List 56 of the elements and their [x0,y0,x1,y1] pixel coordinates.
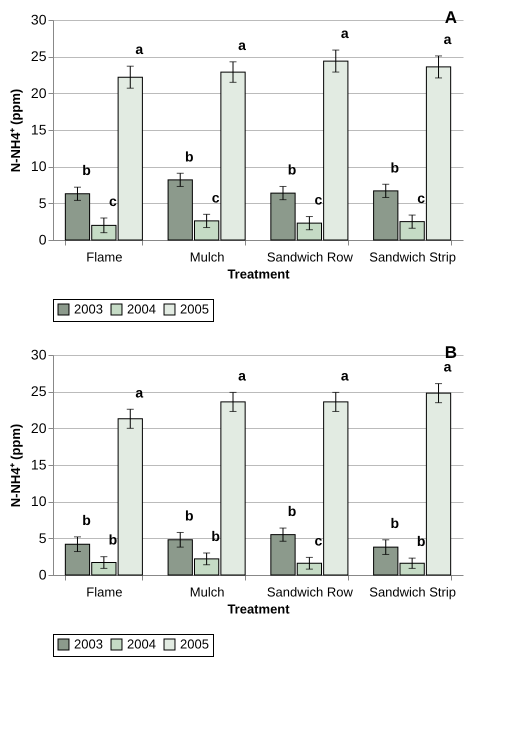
x-tick-label: Flame [86,250,122,264]
x-axis-title: Treatment [227,266,290,282]
x-tick-label: Sandwich Strip [369,250,456,264]
data-label: a [340,25,349,42]
y-tick-label: 0 [38,566,47,582]
y-tick-label: 5 [38,194,47,211]
legend-label: 2003 [74,302,103,317]
data-label: a [238,367,246,384]
y-axis-title: N-NH4⁺ (ppm) [8,88,23,172]
y-tick-label: 20 [30,420,47,436]
data-label: b [288,503,296,520]
data-label: a [135,384,144,400]
data-label: c [108,193,117,209]
legend-label: 2005 [180,636,209,652]
data-label: b [184,148,194,164]
y-tick-label: 10 [30,493,47,510]
data-label: a [238,36,246,53]
data-label: b [184,507,194,524]
y-tick-label: 15 [30,122,47,138]
y-tick-label: 30 [30,12,47,28]
x-axis-title: Treatment [227,602,290,616]
legend-label: 2003 [74,636,103,652]
x-tick-label: Sandwich Strip [369,584,456,600]
data-label: b [416,533,426,550]
data-label: b [82,162,91,178]
y-tick-label: 20 [30,84,47,101]
y-tick-label: 10 [30,158,47,174]
data-label: c [417,190,426,206]
y-tick-label: 30 [30,346,47,362]
data-label: a [340,367,349,384]
legend-label: 2004 [127,636,156,652]
data-label: b [211,528,220,544]
x-tick-label: Flame [86,584,122,600]
y-tick-label: 25 [30,383,47,400]
data-label: c [314,192,322,208]
x-tick-label: Mulch [190,250,224,264]
data-label: b [82,512,91,528]
y-tick-label: 25 [30,48,47,64]
x-tick-label: Mulch [190,584,224,600]
data-label: c [314,532,322,548]
x-tick-label: Sandwich Row [266,584,354,600]
y-tick-label: 5 [38,530,47,546]
data-label: c [212,189,220,206]
data-label: a [444,30,452,47]
data-label: b [108,532,118,548]
legend-label: 2004 [127,302,156,317]
data-label: b [390,514,400,531]
y-axis-title: N-NH4⁺ (ppm) [8,424,23,508]
x-tick-label: Sandwich Row [266,250,354,264]
data-label: a [135,41,144,58]
data-label: b [390,159,400,176]
chart-title: A [444,8,457,27]
y-tick-label: 15 [30,456,47,472]
legend-label: 2005 [180,302,209,317]
y-tick-label: 0 [38,232,47,248]
data-label: b [288,161,296,178]
